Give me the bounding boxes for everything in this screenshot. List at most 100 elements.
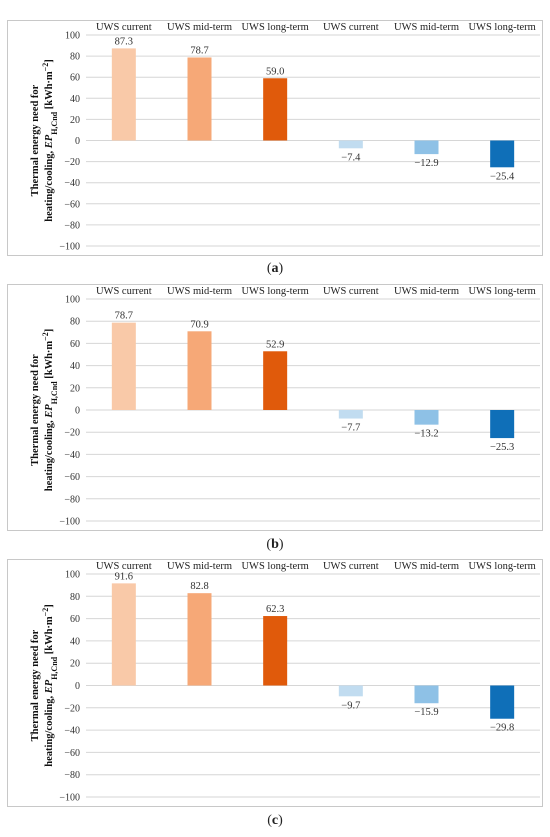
data-label: −9.7 bbox=[341, 700, 360, 711]
bar bbox=[338, 685, 363, 697]
y-tick-label: −40 bbox=[64, 450, 80, 461]
y-tick-label: 80 bbox=[70, 317, 80, 328]
y-tick-label: 20 bbox=[70, 383, 80, 394]
y-tick-label: 0 bbox=[75, 681, 80, 692]
data-label: 87.3 bbox=[115, 36, 133, 47]
data-label: −12.9 bbox=[414, 158, 438, 169]
y-tick-label: 60 bbox=[70, 73, 80, 84]
y-axis-label-line2: heating/cooling, EPH,Cnd [kWh·m−2] bbox=[41, 604, 59, 766]
bar bbox=[263, 351, 288, 410]
y-tick-label: 40 bbox=[70, 361, 80, 372]
y-tick-label: 20 bbox=[70, 115, 80, 126]
data-label: −15.9 bbox=[414, 707, 438, 718]
chart-svg-b: 100 80 60 40 20 0 −20 −40 −60 −80 −100 Thermal ener… bbox=[30, 286, 540, 528]
y-tick-label: −100 bbox=[59, 517, 80, 528]
bar bbox=[187, 331, 212, 410]
bar bbox=[490, 685, 515, 719]
category-label: UWS long-term bbox=[241, 286, 308, 297]
chart-svg-a: 100 80 60 40 20 0 −20 −40 −60 −80 −100 Thermal ener… bbox=[30, 22, 540, 253]
y-tick-label: 60 bbox=[70, 614, 80, 625]
bar bbox=[187, 57, 212, 141]
y-axis-label-line1: Thermal energy need for bbox=[30, 629, 41, 741]
data-label: 78.7 bbox=[115, 311, 133, 322]
y-tick-label: 20 bbox=[70, 659, 80, 670]
y-tick-label: 40 bbox=[70, 636, 80, 647]
bar bbox=[414, 685, 439, 704]
data-label: 78.7 bbox=[190, 45, 208, 56]
category-label: UWS mid-term bbox=[394, 561, 459, 572]
y-tick-label: 80 bbox=[70, 52, 80, 63]
y-tick-label: −60 bbox=[64, 199, 80, 210]
chart-frame-c: 100 80 60 40 20 0 −20 −40 −60 −80 −100 Thermal ener… bbox=[7, 559, 543, 807]
y-tick-label: −80 bbox=[64, 494, 80, 505]
y-tick-label: −80 bbox=[64, 770, 80, 781]
category-label: UWS long-term bbox=[468, 22, 535, 33]
y-axis-label: Thermal energy need for heating/cooling, … bbox=[30, 59, 59, 221]
data-label: 91.6 bbox=[115, 571, 133, 582]
bar bbox=[414, 410, 439, 425]
y-tick-label: 40 bbox=[70, 94, 80, 105]
bar bbox=[187, 593, 212, 686]
data-label: −25.4 bbox=[490, 171, 515, 182]
category-label: UWS long-term bbox=[241, 561, 308, 572]
y-tick-label: 100 bbox=[65, 31, 80, 42]
data-label: −29.8 bbox=[490, 723, 514, 734]
y-tick-label: 0 bbox=[75, 136, 80, 147]
y-axis-label: Thermal energy need for heating/cooling, … bbox=[30, 329, 59, 491]
data-label: −7.7 bbox=[341, 423, 360, 434]
category-label: UWS current bbox=[323, 561, 379, 572]
category-label: UWS mid-term bbox=[167, 561, 232, 572]
y-tick-label: −20 bbox=[64, 428, 80, 439]
caption-c: (c) bbox=[267, 813, 283, 828]
y-tick-label: −40 bbox=[64, 178, 80, 189]
gridlines bbox=[86, 573, 540, 798]
chart-frame-b: 100 80 60 40 20 0 −20 −40 −60 −80 −100 Thermal ener… bbox=[7, 284, 543, 531]
gridlines bbox=[86, 298, 540, 522]
bar bbox=[111, 583, 136, 686]
data-label: 62.3 bbox=[266, 604, 284, 615]
y-tick-label: 100 bbox=[65, 295, 80, 306]
chart-svg-c: 100 80 60 40 20 0 −20 −40 −60 −80 −100 Thermal ener… bbox=[30, 561, 540, 804]
y-tick-label: −60 bbox=[64, 748, 80, 759]
y-tick-label: −20 bbox=[64, 157, 80, 168]
category-label: UWS mid-term bbox=[167, 286, 232, 297]
data-label: −25.3 bbox=[490, 442, 514, 453]
bar bbox=[263, 78, 288, 141]
bar bbox=[338, 140, 363, 149]
bar bbox=[338, 410, 363, 419]
bar bbox=[111, 322, 136, 410]
data-label: 52.9 bbox=[266, 339, 284, 350]
gridlines bbox=[86, 34, 540, 247]
category-label: UWS current bbox=[96, 286, 152, 297]
category-label: UWS mid-term bbox=[167, 22, 232, 33]
y-tick-label: 60 bbox=[70, 339, 80, 350]
y-tick-label: 100 bbox=[65, 570, 80, 581]
data-label: 59.0 bbox=[266, 66, 284, 77]
y-tick-label: 0 bbox=[75, 406, 80, 417]
y-axis-label-line2: heating/cooling, EPH,Cnd [kWh·m−2] bbox=[41, 59, 59, 221]
y-tick-label: −60 bbox=[64, 472, 80, 483]
chart-frame-a: 100 80 60 40 20 0 −20 −40 −60 −80 −100 Thermal ener… bbox=[7, 20, 543, 256]
data-label: 82.8 bbox=[190, 581, 208, 592]
y-axis-label-line2: heating/cooling, EPH,Cnd [kWh·m−2] bbox=[41, 329, 59, 491]
bar bbox=[263, 616, 288, 686]
y-tick-label: 80 bbox=[70, 592, 80, 603]
category-label: UWS current bbox=[96, 561, 152, 572]
y-tick-label: −40 bbox=[64, 726, 80, 737]
y-tick-label: −100 bbox=[59, 242, 80, 253]
y-tick-label: −80 bbox=[64, 220, 80, 231]
bar bbox=[111, 48, 136, 141]
y-axis-label-line1: Thermal energy need for bbox=[30, 354, 41, 466]
category-label: UWS long-term bbox=[241, 22, 308, 33]
data-label: 70.9 bbox=[190, 319, 208, 330]
y-axis-label-line1: Thermal energy need for bbox=[30, 84, 41, 196]
category-label: UWS long-term bbox=[468, 286, 535, 297]
y-tick-label: −100 bbox=[59, 793, 80, 804]
category-label: UWS current bbox=[323, 22, 379, 33]
caption-b: (b) bbox=[266, 537, 284, 552]
category-label: UWS mid-term bbox=[394, 22, 459, 33]
data-label: −7.4 bbox=[341, 152, 361, 163]
caption-a: (a) bbox=[266, 261, 284, 276]
category-label: UWS current bbox=[323, 286, 379, 297]
category-label: UWS mid-term bbox=[394, 286, 459, 297]
